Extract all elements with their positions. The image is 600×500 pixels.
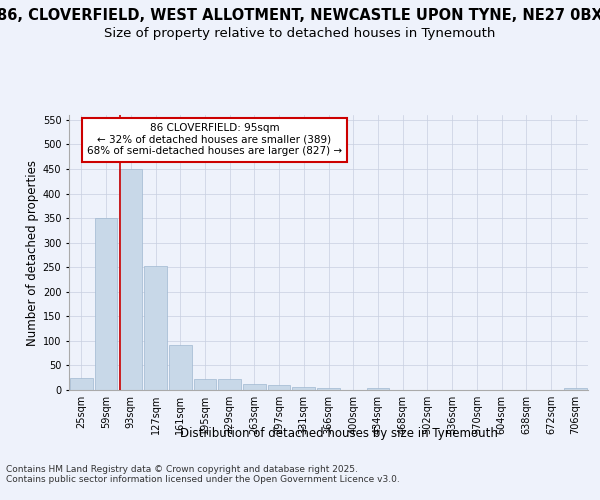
Bar (317, 388, 340, 390)
Text: Contains HM Land Registry data © Crown copyright and database right 2025.
Contai: Contains HM Land Registry data © Crown c… (6, 465, 400, 484)
Bar (95, 218, 118, 390)
Bar (268, 385, 290, 390)
Text: Size of property relative to detached houses in Tynemouth: Size of property relative to detached ho… (104, 28, 496, 40)
Bar (119, 169, 142, 390)
Bar (194, 379, 216, 390)
Bar (367, 388, 389, 390)
Bar (564, 388, 587, 390)
Bar (169, 345, 191, 390)
Text: Distribution of detached houses by size in Tynemouth: Distribution of detached houses by size … (180, 428, 498, 440)
Bar (292, 386, 315, 390)
Bar (243, 384, 266, 390)
Bar (218, 379, 241, 390)
Text: 86 CLOVERFIELD: 95sqm
← 32% of detached houses are smaller (389)
68% of semi-det: 86 CLOVERFIELD: 95sqm ← 32% of detached … (87, 123, 342, 156)
Bar (70, 378, 93, 390)
Bar (144, 266, 167, 390)
Y-axis label: Number of detached properties: Number of detached properties (26, 160, 38, 346)
Text: 86, CLOVERFIELD, WEST ALLOTMENT, NEWCASTLE UPON TYNE, NE27 0BX: 86, CLOVERFIELD, WEST ALLOTMENT, NEWCAST… (0, 8, 600, 22)
